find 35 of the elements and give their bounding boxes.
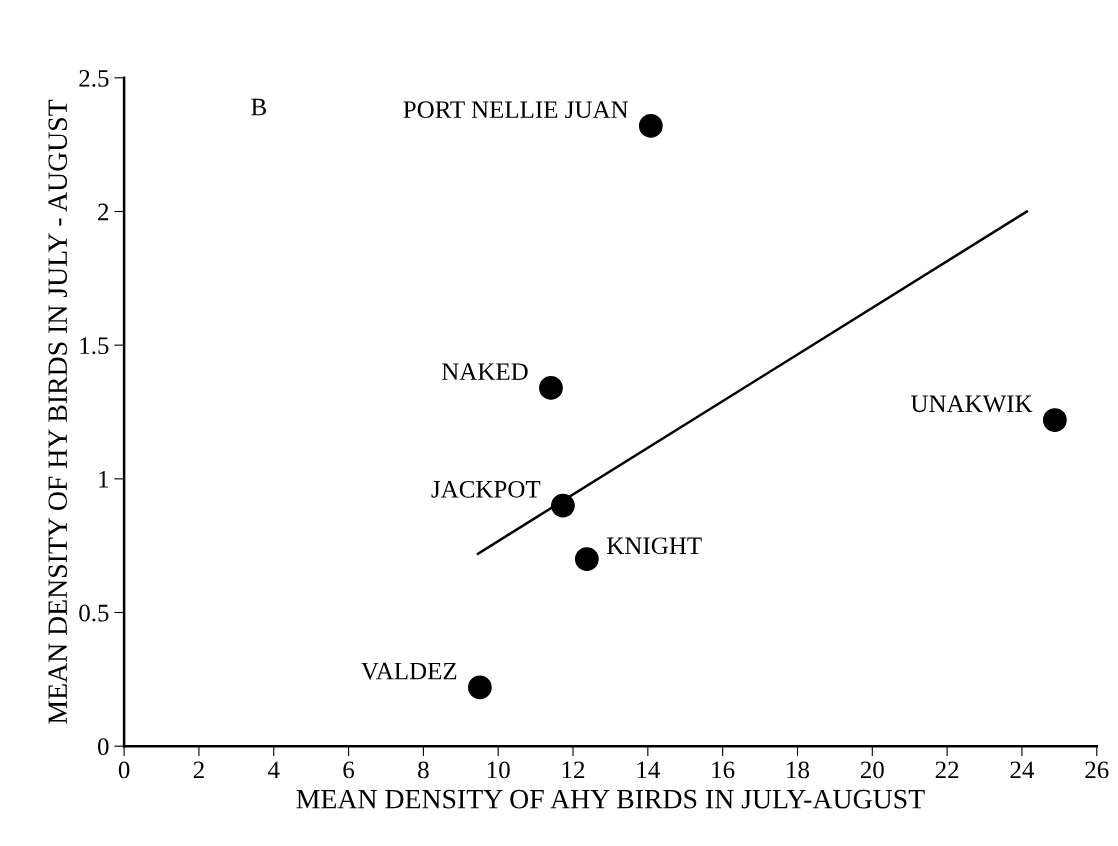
x-tick-label: 6: [343, 761, 355, 779]
x-tick-label: 22: [935, 761, 959, 779]
annotation: UNAKWIK: [910, 395, 1033, 413]
y-tick-label: 0: [97, 738, 109, 756]
x-tick-label: 0: [118, 761, 130, 779]
x-tick-label: 16: [712, 761, 735, 779]
point: [574, 547, 599, 571]
x-tick-label: 26: [1085, 761, 1109, 779]
point: [638, 114, 663, 138]
x-tick-label: 10: [487, 761, 510, 779]
annotation: B: [251, 98, 266, 116]
x-tick-label: 14: [637, 761, 660, 779]
y-tick-label: 1: [99, 471, 109, 488]
point: [1042, 408, 1067, 432]
x-tick-label: 24: [1010, 761, 1035, 779]
annotation: PORT NELLIE JUAN: [403, 101, 629, 119]
point: [539, 376, 563, 400]
annotation: NAKED: [441, 363, 528, 380]
annotation: VALDEZ: [361, 662, 457, 680]
y-axis-title: MEAN DENSITY OF HY BIRDS IN JULY - AUGUST: [48, 99, 68, 724]
point: [467, 675, 492, 700]
x-tick-label: 8: [418, 761, 429, 779]
point: [551, 493, 575, 518]
x-axis-title: MEAN DENSITY OF AHY BIRDS IN JULY-AUGUST: [296, 789, 925, 809]
annotation: KNIGHT: [607, 537, 702, 555]
x-tick-label: 2: [193, 761, 204, 779]
x-tick-label: 12: [562, 761, 585, 779]
annotation: JACKPOT: [431, 480, 541, 498]
y-tick-label: 2: [98, 203, 109, 221]
y-tick-label: 1.5: [80, 337, 109, 355]
y-tick-label: 0.5: [79, 604, 109, 622]
x-tick-label: 18: [787, 761, 810, 779]
y-tick-label: 2.5: [79, 69, 109, 87]
x-tick-label: 4: [267, 761, 280, 779]
x-tick-label: 20: [860, 761, 884, 779]
